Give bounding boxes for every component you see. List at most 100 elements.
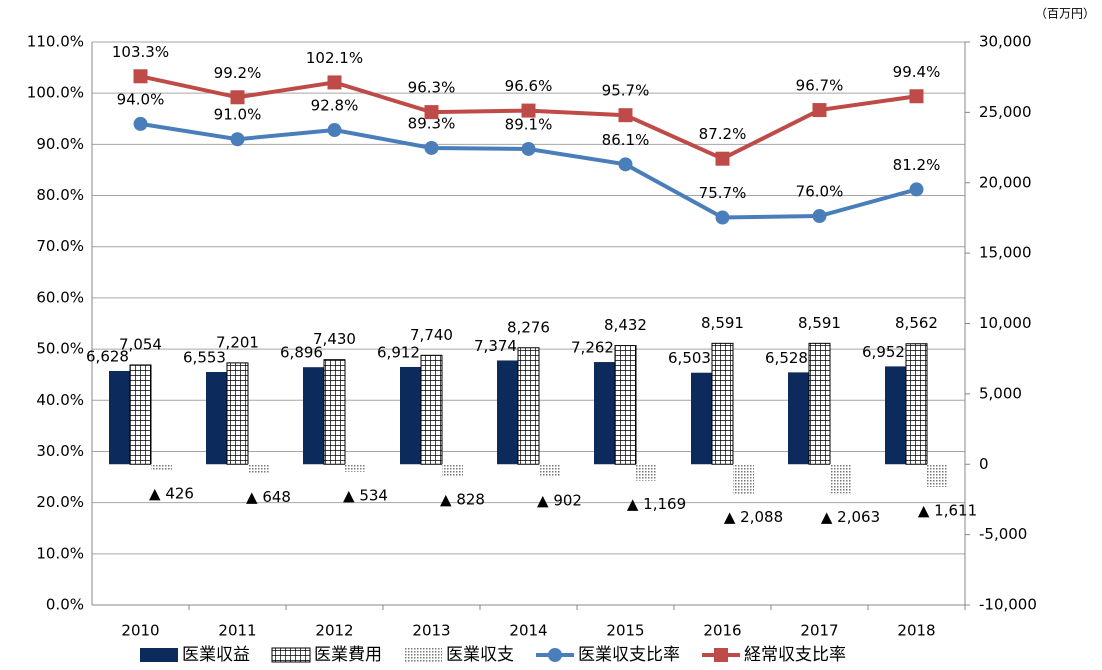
- data-label: 99.2%: [214, 64, 262, 82]
- data-label: 6,528: [765, 349, 808, 367]
- y-tick-label: 50.0%: [36, 340, 84, 358]
- y-tick-label: 20.0%: [36, 493, 84, 511]
- y2-tick-label: -10,000: [979, 596, 1037, 614]
- data-label: 8,276: [507, 318, 550, 336]
- y-tick-label: 0.0%: [46, 596, 84, 614]
- y2-tick-label: 0: [979, 455, 989, 473]
- data-label: 99.4%: [893, 63, 941, 81]
- y2-tick-label: 15,000: [979, 244, 1032, 262]
- bar: [442, 464, 463, 476]
- bar: [303, 367, 324, 465]
- y2-tick-label: 20,000: [979, 173, 1032, 191]
- bar: [594, 362, 615, 465]
- x-tick-label: 2011: [218, 622, 256, 640]
- y-tick-label: 30.0%: [36, 442, 84, 460]
- data-label: 8,432: [604, 316, 647, 334]
- data-label: 7,054: [119, 335, 162, 353]
- y2-tick-label: -5,000: [979, 525, 1027, 543]
- marker: [327, 75, 342, 90]
- data-label: 6,628: [86, 347, 129, 365]
- x-tick-label: 2016: [703, 622, 741, 640]
- marker: [230, 90, 245, 105]
- bar: [733, 464, 754, 494]
- data-label: 103.3%: [112, 43, 169, 61]
- marker: [133, 116, 148, 131]
- x-tick-label: 2018: [897, 622, 935, 640]
- legend-marker: [548, 648, 562, 662]
- legend-label: 医業費用: [314, 645, 382, 665]
- data-label: ▲ 534: [343, 486, 388, 504]
- bar: [151, 464, 172, 471]
- marker: [812, 209, 827, 224]
- marker: [521, 141, 536, 156]
- x-tick-label: 2017: [800, 622, 838, 640]
- data-label: ▲ 2,063: [821, 508, 880, 526]
- data-label: 96.6%: [505, 77, 553, 95]
- data-label: 92.8%: [311, 97, 359, 115]
- y-tick-label: 90.0%: [36, 135, 84, 153]
- bar: [905, 343, 928, 465]
- legend-label: 医業収支: [446, 645, 514, 665]
- marker: [618, 157, 633, 172]
- data-label: 7,740: [410, 326, 453, 344]
- legend-label: 医業収益: [182, 645, 250, 665]
- x-tick-label: 2012: [315, 622, 353, 640]
- data-label: 89.1%: [505, 115, 553, 133]
- data-label: 96.7%: [796, 77, 844, 95]
- data-label: 86.1%: [602, 131, 650, 149]
- legend-label: 経常収支比率: [744, 645, 846, 665]
- data-label: 6,553: [183, 349, 226, 367]
- bar: [927, 464, 948, 487]
- data-label: 6,912: [377, 343, 420, 361]
- marker: [521, 103, 536, 118]
- data-label: ▲ 426: [149, 485, 194, 503]
- y-tick-label: 10.0%: [36, 544, 84, 562]
- legend-label: 医業収支比率: [578, 645, 680, 665]
- y2-tick-label: 30,000: [979, 33, 1032, 51]
- x-tick-label: 2013: [412, 622, 450, 640]
- unit-label: （百万円）: [1035, 7, 1095, 21]
- data-label: 6,503: [668, 349, 711, 367]
- data-label: ▲ 902: [537, 491, 582, 509]
- bar: [830, 464, 851, 494]
- bar: [614, 345, 637, 465]
- bar: [400, 366, 421, 465]
- y2-tick-label: 25,000: [979, 103, 1032, 121]
- bar: [226, 362, 249, 465]
- y-tick-label: 70.0%: [36, 237, 84, 255]
- x-tick-label: 2014: [509, 622, 547, 640]
- marker: [327, 123, 342, 138]
- data-label: ▲ 828: [440, 490, 485, 508]
- y-tick-label: 40.0%: [36, 391, 84, 409]
- data-label: 75.7%: [699, 184, 747, 202]
- bar: [129, 364, 152, 465]
- data-label: ▲ 2,088: [724, 508, 783, 526]
- data-label: 8,591: [701, 314, 744, 332]
- data-label: ▲ 1,169: [627, 495, 686, 513]
- marker: [812, 103, 827, 118]
- legend-swatch: [271, 647, 311, 663]
- bar: [345, 464, 366, 472]
- data-label: 95.7%: [602, 82, 650, 100]
- data-label: 7,430: [313, 330, 356, 348]
- data-label: 96.3%: [408, 79, 456, 97]
- marker: [909, 182, 924, 197]
- marker: [133, 69, 148, 84]
- data-label: 102.1%: [306, 49, 363, 67]
- data-label: 87.2%: [699, 125, 747, 143]
- marker: [715, 210, 730, 225]
- data-label: 7,262: [571, 339, 614, 357]
- bar: [420, 354, 443, 465]
- marker: [230, 132, 245, 147]
- data-label: ▲ 1,611: [918, 501, 977, 519]
- bar: [248, 464, 269, 474]
- marker: [618, 108, 633, 123]
- bar: [788, 372, 809, 465]
- data-label: 91.0%: [214, 106, 262, 124]
- data-label: 6,952: [862, 343, 905, 361]
- bar: [517, 347, 540, 465]
- bar: [497, 360, 518, 465]
- bar: [636, 464, 657, 481]
- legend-swatch: [404, 648, 442, 662]
- marker: [909, 89, 924, 104]
